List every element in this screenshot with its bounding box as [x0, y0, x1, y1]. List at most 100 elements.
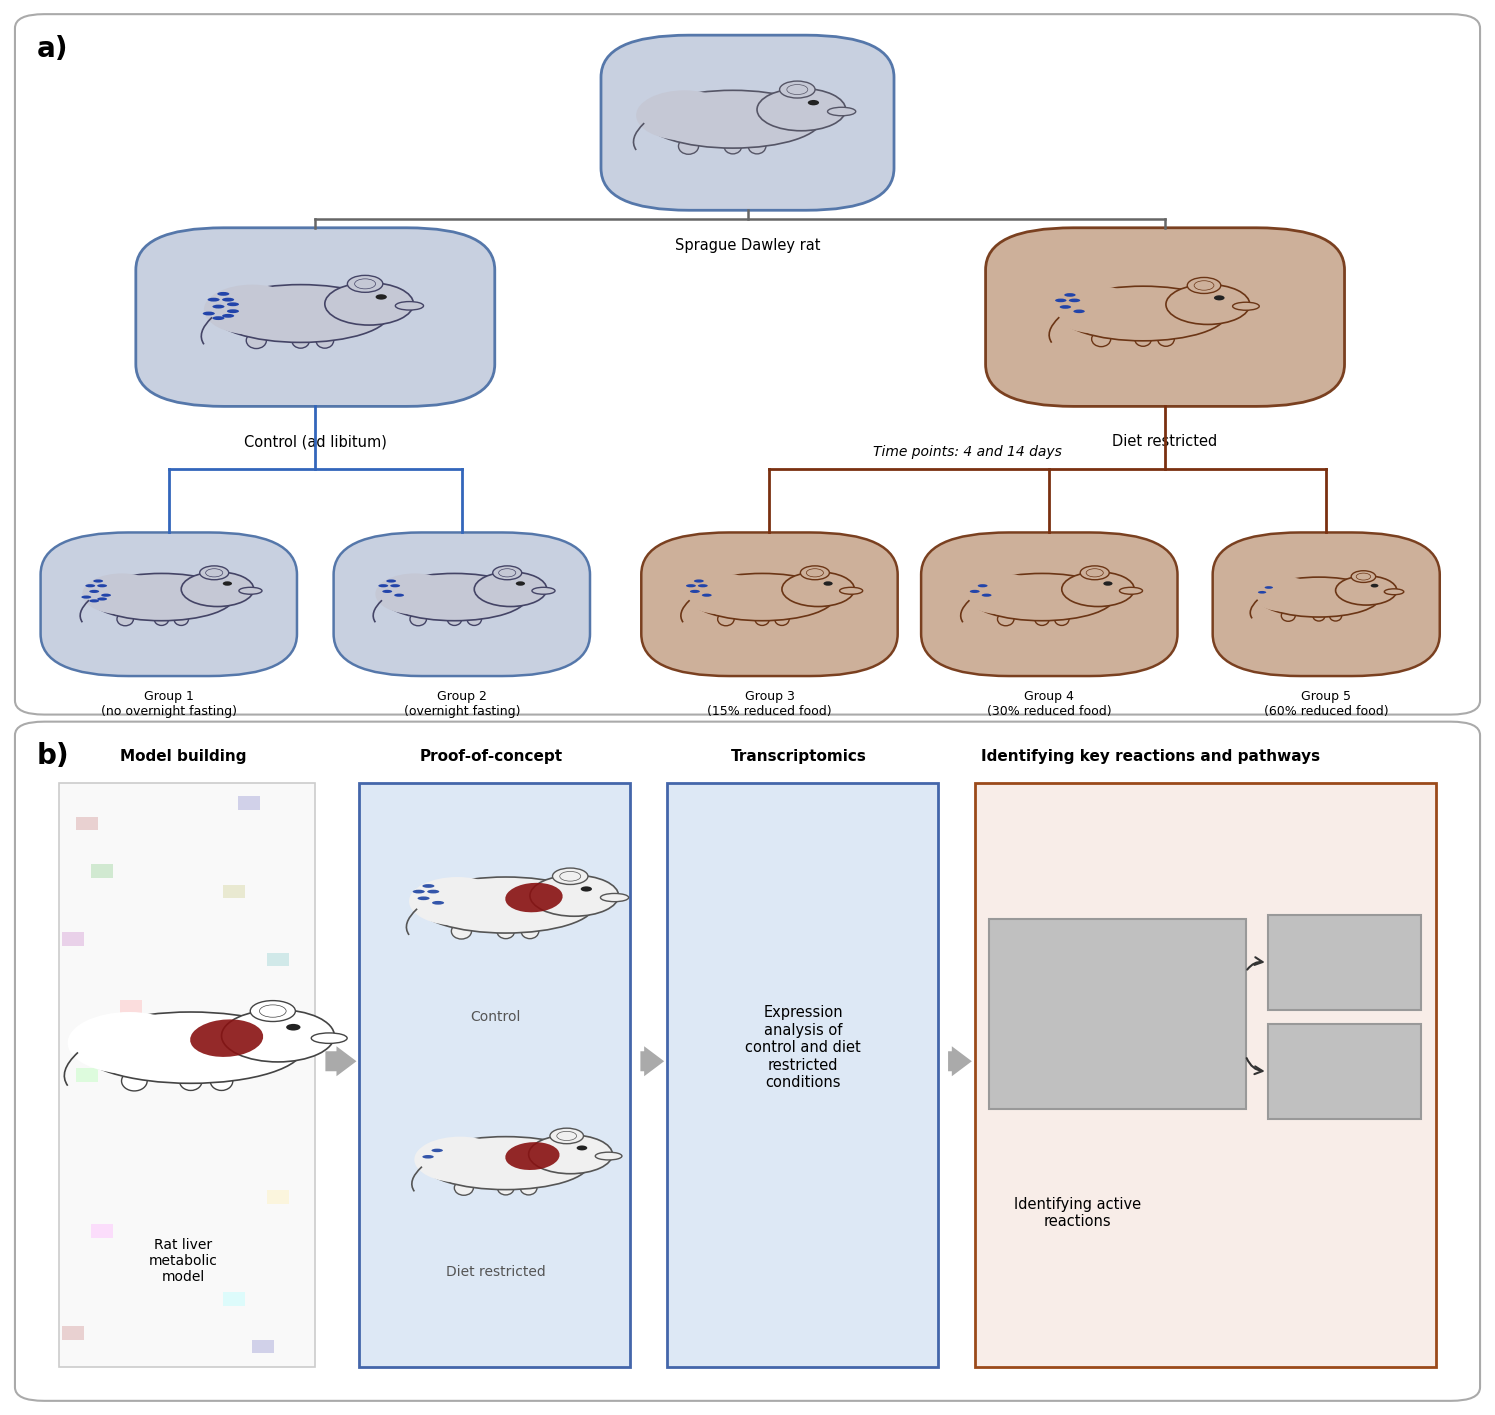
- Ellipse shape: [375, 573, 454, 614]
- Ellipse shape: [1120, 587, 1142, 594]
- Text: Group 1
(no overnight fasting): Group 1 (no overnight fasting): [100, 691, 236, 717]
- Ellipse shape: [774, 613, 789, 625]
- Text: Control: Control: [471, 1010, 520, 1024]
- Ellipse shape: [1384, 589, 1404, 594]
- Ellipse shape: [748, 139, 765, 154]
- Ellipse shape: [1060, 286, 1227, 341]
- Ellipse shape: [381, 573, 528, 621]
- Bar: [121, 1000, 142, 1013]
- Circle shape: [250, 1000, 296, 1022]
- FancyBboxPatch shape: [136, 228, 495, 406]
- Ellipse shape: [522, 924, 538, 938]
- Circle shape: [782, 572, 855, 607]
- Bar: [268, 952, 289, 966]
- Text: Altered
subsystems: Altered subsystems: [1298, 1057, 1390, 1087]
- Ellipse shape: [1313, 610, 1325, 621]
- Ellipse shape: [963, 573, 1042, 614]
- Ellipse shape: [1073, 310, 1085, 313]
- Ellipse shape: [601, 893, 628, 901]
- Ellipse shape: [828, 108, 855, 116]
- Text: Sprague Dawley rat: Sprague Dawley rat: [674, 238, 821, 253]
- Ellipse shape: [1060, 306, 1070, 308]
- Text: Expression
analysis of
control and diet
restricted
conditions: Expression analysis of control and diet …: [746, 1006, 861, 1090]
- Circle shape: [786, 85, 807, 95]
- Ellipse shape: [1257, 577, 1380, 617]
- Ellipse shape: [698, 584, 707, 587]
- Text: Diet restricted: Diet restricted: [1112, 434, 1218, 450]
- Ellipse shape: [637, 91, 733, 140]
- Ellipse shape: [173, 613, 188, 625]
- Ellipse shape: [93, 579, 103, 583]
- Ellipse shape: [689, 573, 834, 621]
- Circle shape: [806, 569, 824, 577]
- FancyBboxPatch shape: [1212, 532, 1440, 676]
- Circle shape: [1087, 569, 1103, 577]
- Circle shape: [1187, 277, 1221, 293]
- Ellipse shape: [428, 890, 440, 893]
- Ellipse shape: [78, 1012, 303, 1084]
- Circle shape: [221, 1010, 335, 1061]
- FancyBboxPatch shape: [1268, 916, 1422, 1010]
- Circle shape: [324, 283, 414, 325]
- FancyBboxPatch shape: [921, 532, 1178, 676]
- Bar: [253, 1340, 274, 1353]
- Text: Group 4
(30% reduced food): Group 4 (30% reduced food): [987, 691, 1112, 717]
- Circle shape: [354, 279, 375, 289]
- Circle shape: [559, 872, 580, 882]
- Text: Constraining
the model
based on
expression
values: Constraining the model based on expressi…: [1067, 975, 1168, 1053]
- Ellipse shape: [432, 901, 444, 904]
- Ellipse shape: [422, 1155, 434, 1159]
- Circle shape: [1081, 566, 1109, 580]
- Ellipse shape: [292, 333, 309, 348]
- Ellipse shape: [451, 924, 471, 940]
- Ellipse shape: [505, 883, 562, 913]
- Text: Transcriptomics: Transcriptomics: [731, 749, 867, 764]
- Ellipse shape: [982, 594, 991, 597]
- Bar: [76, 816, 99, 831]
- Ellipse shape: [686, 584, 695, 587]
- Ellipse shape: [1069, 299, 1081, 303]
- Circle shape: [1103, 582, 1112, 586]
- Text: Control (ad libitum): Control (ad libitum): [244, 434, 387, 450]
- FancyBboxPatch shape: [359, 782, 631, 1367]
- Text: Group 5
(60% reduced food): Group 5 (60% reduced food): [1263, 691, 1389, 717]
- Ellipse shape: [1281, 610, 1295, 621]
- Circle shape: [516, 582, 525, 586]
- Ellipse shape: [679, 139, 698, 154]
- Ellipse shape: [386, 579, 396, 583]
- Ellipse shape: [223, 297, 235, 301]
- Ellipse shape: [432, 1149, 443, 1152]
- Bar: [268, 1190, 289, 1204]
- Circle shape: [1195, 280, 1214, 290]
- Bar: [61, 1326, 84, 1340]
- Ellipse shape: [840, 587, 863, 594]
- Circle shape: [756, 88, 846, 130]
- Bar: [223, 1292, 245, 1306]
- Ellipse shape: [97, 584, 108, 587]
- Circle shape: [286, 1024, 300, 1030]
- Ellipse shape: [383, 590, 392, 593]
- Ellipse shape: [694, 579, 704, 583]
- Circle shape: [1214, 296, 1224, 300]
- Ellipse shape: [417, 897, 429, 900]
- Circle shape: [474, 572, 547, 607]
- Ellipse shape: [1265, 586, 1272, 589]
- Circle shape: [529, 874, 619, 917]
- Ellipse shape: [88, 573, 235, 621]
- Circle shape: [580, 886, 592, 891]
- Ellipse shape: [978, 584, 988, 587]
- Ellipse shape: [498, 1180, 514, 1194]
- Ellipse shape: [208, 297, 220, 301]
- Ellipse shape: [724, 139, 742, 154]
- Ellipse shape: [154, 613, 169, 625]
- Circle shape: [1371, 584, 1378, 587]
- Ellipse shape: [97, 597, 108, 600]
- FancyBboxPatch shape: [58, 782, 315, 1367]
- Circle shape: [1166, 284, 1250, 324]
- Ellipse shape: [1232, 303, 1259, 310]
- Ellipse shape: [121, 1071, 147, 1091]
- Circle shape: [493, 566, 522, 580]
- Circle shape: [553, 867, 588, 884]
- Ellipse shape: [447, 613, 462, 625]
- Bar: [238, 1020, 260, 1034]
